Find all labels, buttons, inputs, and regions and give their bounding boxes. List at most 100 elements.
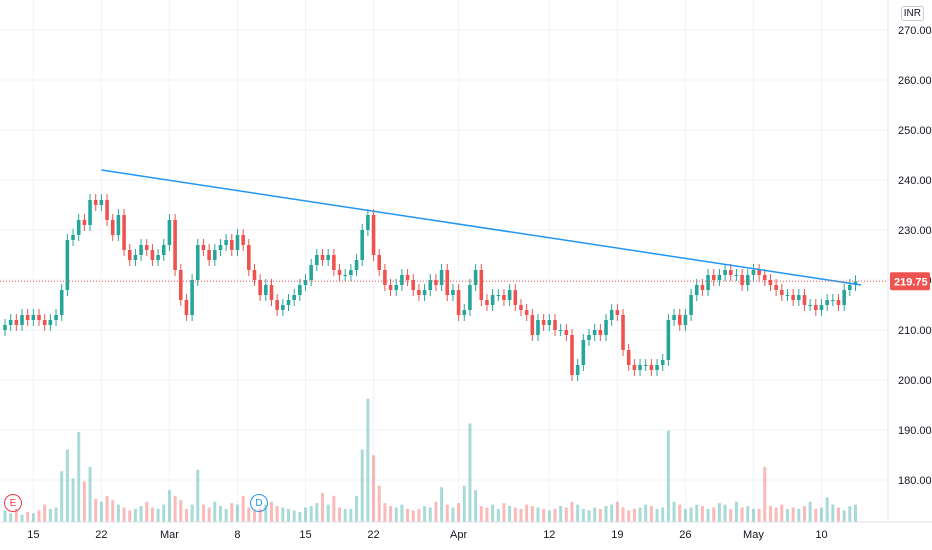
volume-bar bbox=[190, 504, 194, 522]
candle-body bbox=[513, 290, 518, 305]
candle-body bbox=[281, 305, 285, 310]
candle-body bbox=[343, 275, 347, 276]
candle-body bbox=[507, 290, 512, 300]
candle-body bbox=[354, 260, 359, 270]
candle-body bbox=[655, 365, 659, 370]
trendline[interactable] bbox=[101, 169, 862, 286]
candle-body bbox=[275, 300, 279, 310]
candle-body bbox=[320, 255, 325, 260]
candle-body bbox=[93, 200, 98, 205]
dividend-event-icon[interactable]: D bbox=[250, 494, 268, 512]
volume-bar bbox=[338, 507, 342, 522]
volume-bar bbox=[689, 507, 693, 522]
candle-body bbox=[252, 270, 257, 280]
volume-bar bbox=[513, 507, 517, 522]
candle-body bbox=[649, 365, 654, 370]
volume-bar bbox=[173, 495, 177, 522]
candle-body bbox=[462, 310, 467, 315]
candle-body bbox=[660, 360, 665, 365]
volume-bar bbox=[831, 504, 835, 522]
volume-bar bbox=[604, 506, 608, 522]
volume-bar bbox=[672, 501, 676, 522]
volume-bar bbox=[791, 507, 795, 522]
earnings-event-icon[interactable]: E bbox=[4, 494, 22, 512]
candle-body bbox=[190, 280, 194, 315]
candle-body bbox=[638, 365, 642, 370]
candle-body bbox=[581, 340, 586, 365]
candle-body bbox=[71, 235, 75, 240]
volume-bar bbox=[621, 507, 625, 522]
candle-body bbox=[42, 320, 47, 325]
volume-bar bbox=[780, 504, 784, 522]
candle-body bbox=[632, 365, 637, 370]
candle-body bbox=[184, 300, 189, 315]
x-tick-label: 8 bbox=[234, 529, 240, 541]
volume-bar bbox=[133, 508, 137, 522]
volume-bar bbox=[105, 495, 109, 522]
volume-bar bbox=[700, 506, 704, 522]
volume-bar bbox=[763, 466, 767, 522]
volume-bars bbox=[3, 398, 857, 522]
volume-bar bbox=[666, 430, 670, 522]
volume-bar bbox=[649, 506, 653, 522]
volume-bar bbox=[326, 504, 330, 522]
volume-bar bbox=[848, 506, 852, 522]
candle-body bbox=[672, 315, 676, 320]
volume-bar bbox=[406, 508, 410, 522]
x-tick-label: 26 bbox=[679, 529, 691, 541]
candle-body bbox=[315, 255, 319, 265]
x-tick-label: 22 bbox=[367, 529, 379, 541]
volume-bar bbox=[349, 508, 353, 522]
volume-bar bbox=[111, 500, 115, 522]
x-tick-label: May bbox=[743, 529, 764, 541]
candle-body bbox=[762, 275, 767, 280]
x-tick-label: 10 bbox=[815, 529, 827, 541]
candle-body bbox=[269, 285, 274, 300]
y-tick-label: 200.00 bbox=[898, 375, 932, 387]
candle-body bbox=[241, 235, 245, 245]
volume-bar bbox=[502, 503, 506, 522]
candle-body bbox=[831, 300, 835, 301]
volume-bar bbox=[224, 508, 228, 522]
candle-body bbox=[519, 305, 523, 310]
x-tick-label: 12 bbox=[543, 529, 555, 541]
volume-bar bbox=[218, 506, 222, 522]
volume-bar bbox=[479, 506, 483, 522]
volume-bar bbox=[774, 507, 778, 522]
candle-body bbox=[207, 250, 211, 260]
candle-body bbox=[8, 320, 13, 325]
candle-body bbox=[604, 320, 608, 335]
volume-bar bbox=[230, 503, 234, 522]
volume-bar bbox=[122, 507, 126, 522]
x-tick-label: 15 bbox=[299, 529, 311, 541]
candle-body bbox=[48, 320, 53, 325]
volume-bar bbox=[729, 508, 733, 522]
volume-bar bbox=[281, 507, 285, 522]
volume-bar bbox=[65, 449, 69, 522]
volume-bar bbox=[184, 508, 188, 522]
candle-body bbox=[411, 280, 416, 290]
volume-bar bbox=[37, 510, 41, 522]
volume-bar bbox=[553, 508, 557, 522]
volume-bar bbox=[598, 508, 602, 522]
volume-bar bbox=[683, 508, 687, 522]
time-axis[interactable]: 15 22 Mar 8 15 22 Apr 12 19 26 May 10 bbox=[0, 521, 932, 541]
volume-bar bbox=[31, 513, 35, 522]
grid-lines bbox=[0, 0, 888, 522]
candle-body bbox=[286, 300, 291, 305]
volume-bar bbox=[434, 501, 438, 522]
candle-body bbox=[298, 285, 302, 295]
candle-body bbox=[65, 240, 70, 290]
volume-bar bbox=[491, 504, 495, 522]
candle-body bbox=[167, 220, 172, 245]
volume-bar bbox=[43, 504, 47, 522]
price-axis[interactable]: 270.00260.00250.00240.00230.00220.00210.… bbox=[887, 0, 932, 522]
candle-body bbox=[842, 290, 846, 305]
candle-body bbox=[547, 320, 552, 325]
candle-body bbox=[814, 305, 818, 310]
candle-body bbox=[122, 215, 126, 250]
candle-body bbox=[700, 285, 705, 290]
volume-bar bbox=[60, 471, 64, 522]
candle-body bbox=[490, 295, 495, 305]
